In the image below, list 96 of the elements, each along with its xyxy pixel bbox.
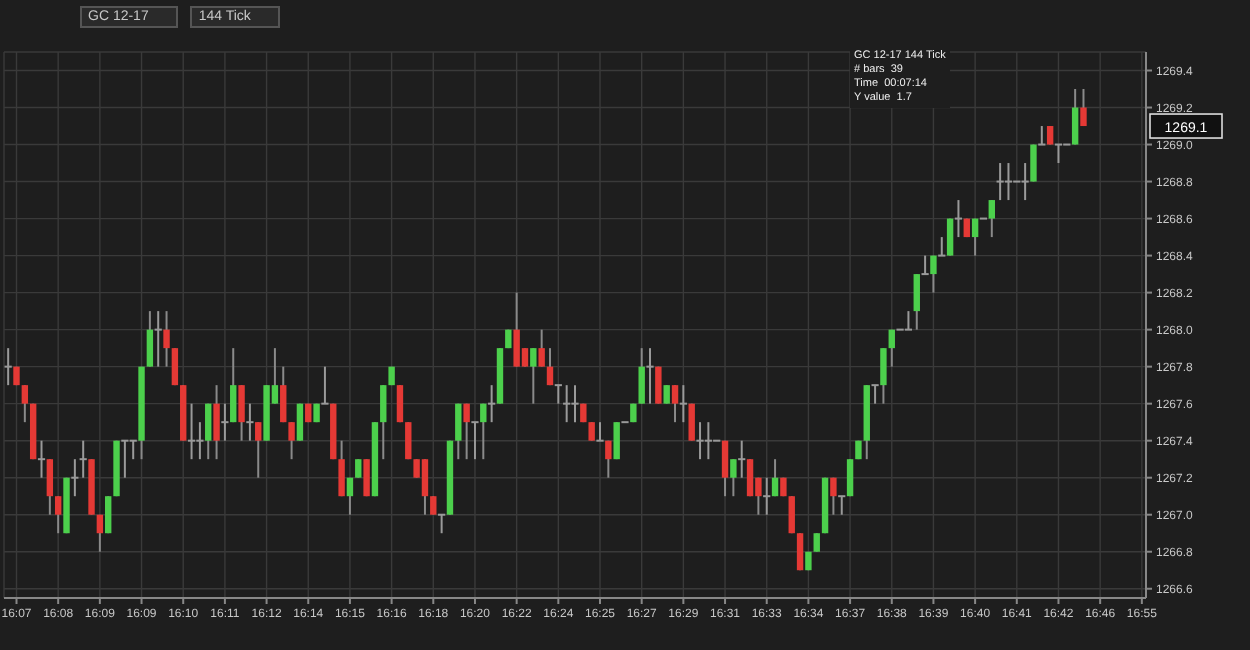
- candlestick: [171, 347, 179, 387]
- candlestick: [913, 273, 920, 331]
- candlestick: [96, 513, 104, 553]
- candlestick: [1071, 88, 1079, 146]
- candlestick: [36, 439, 47, 479]
- candlestick: [971, 217, 979, 257]
- candlestick: [396, 384, 404, 424]
- candlestick: [703, 421, 713, 461]
- candlestick: [487, 384, 497, 424]
- candlestick: [78, 439, 88, 479]
- candlestick: [570, 384, 580, 424]
- candlestick: [530, 347, 537, 405]
- candlestick: [213, 384, 220, 461]
- candlestick: [920, 254, 930, 276]
- candlestick: [1053, 143, 1064, 165]
- candlestick: [721, 439, 729, 498]
- candlestick: [655, 365, 662, 405]
- candlestick: [796, 532, 804, 572]
- candlestick: [762, 476, 772, 516]
- candlestick: [128, 439, 138, 461]
- candlestick: [595, 421, 605, 442]
- candlestick: [146, 310, 154, 368]
- candlestick: [186, 402, 197, 461]
- candlestick: [338, 439, 345, 498]
- candlestick: [1003, 162, 1014, 202]
- candlestick: [4, 347, 13, 387]
- candlestick: [205, 402, 212, 461]
- candlestick: [255, 421, 262, 479]
- candlestick: [355, 458, 362, 479]
- candlestick: [346, 476, 354, 516]
- candlestick: [463, 402, 470, 461]
- candlestick: [588, 421, 595, 442]
- candlestick: [430, 495, 437, 516]
- candlestick: [163, 310, 170, 368]
- candlestick: [220, 402, 230, 442]
- candlestick: [663, 384, 670, 405]
- candlestick: [846, 458, 854, 498]
- candlestick: [21, 384, 29, 424]
- candlestick: [437, 513, 447, 535]
- candlestick: [613, 421, 620, 461]
- candlestick: [1020, 162, 1030, 202]
- candlestick: [746, 458, 754, 498]
- candlestick: [988, 199, 995, 239]
- candlestick: [730, 458, 737, 498]
- candlestick: [195, 421, 205, 461]
- candlestick: [455, 402, 462, 461]
- candlestick: [538, 328, 545, 368]
- candlestick: [153, 310, 163, 368]
- candlestick: [813, 532, 820, 553]
- candlestick: [363, 458, 370, 498]
- candlestick: [1030, 143, 1037, 183]
- candlestick: [946, 217, 954, 257]
- candlestick: [1080, 88, 1087, 128]
- candlestick: [553, 384, 563, 405]
- candlestick: [230, 347, 237, 424]
- candlestick: [930, 254, 937, 294]
- candlestick: [245, 402, 255, 442]
- candlestick: [288, 421, 295, 461]
- candlestick: [470, 421, 480, 461]
- candlestick: [678, 384, 688, 424]
- candlestick: [513, 291, 520, 368]
- candlestick: [870, 384, 880, 405]
- candlestick: [671, 384, 679, 424]
- candlestick: [937, 236, 947, 257]
- candlestick: [995, 162, 1005, 202]
- candlestick: [1046, 125, 1054, 146]
- candlestick: [280, 365, 287, 424]
- candlestick: [421, 458, 429, 516]
- candlestick: [105, 495, 112, 535]
- candlestick: [120, 439, 130, 479]
- candlestick: [737, 439, 747, 479]
- candlestick: [953, 199, 964, 239]
- candlestick: [46, 458, 54, 516]
- candlestick: [405, 421, 412, 461]
- candlestick: [788, 495, 795, 535]
- candlestick: [480, 402, 487, 461]
- candlestick: [562, 384, 572, 424]
- candlestick: [320, 365, 330, 405]
- candlestick: [771, 458, 779, 498]
- candlestick: [546, 347, 554, 387]
- candlestick: [830, 476, 837, 516]
- candlestick: [837, 495, 847, 516]
- candlestick: [238, 384, 245, 442]
- candlestick: [605, 439, 612, 479]
- candlestick: [645, 347, 655, 405]
- candlestick: [70, 458, 80, 498]
- candlestick: [296, 402, 304, 442]
- candlestick: [903, 310, 914, 331]
- candlestick: [688, 402, 695, 442]
- candlestick: [1037, 125, 1047, 146]
- candlestick: [695, 421, 705, 461]
- candlestick: [54, 495, 62, 535]
- candlestick: [880, 347, 887, 405]
- candlestick: [638, 347, 645, 405]
- candlestick: [380, 384, 387, 461]
- candlestick: [888, 328, 895, 368]
